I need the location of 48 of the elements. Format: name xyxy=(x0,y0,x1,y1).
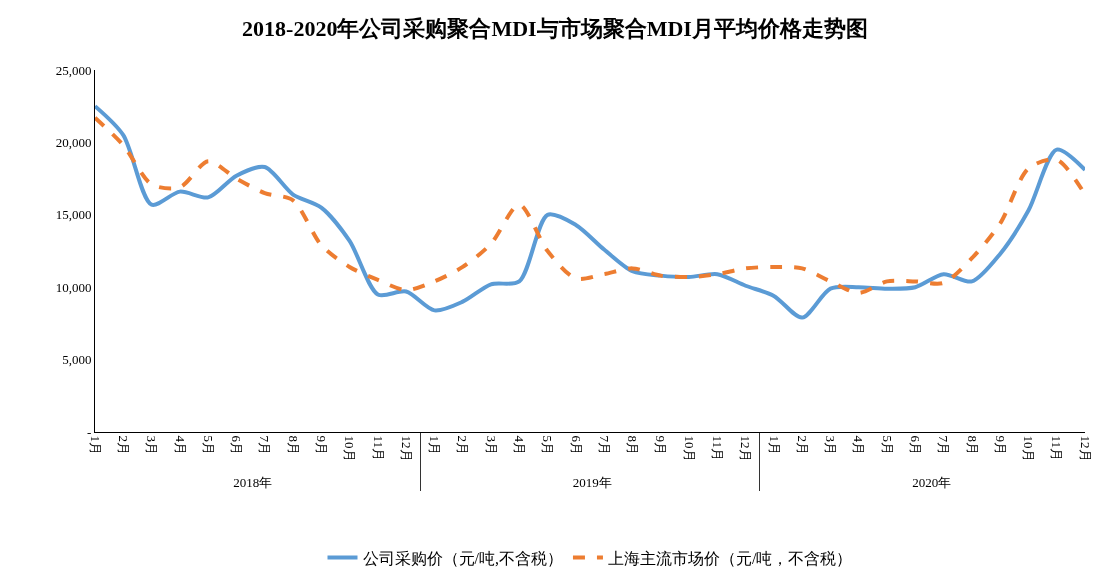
x-tick-label: 11月 xyxy=(370,435,386,462)
x-tick-label: 3月 xyxy=(483,435,499,456)
x-tick-label: 10月 xyxy=(681,435,697,462)
x-tick-label: 5月 xyxy=(879,435,895,456)
x-tick-label: 9月 xyxy=(992,435,1008,456)
x-tick-label: 2月 xyxy=(116,435,132,456)
x-tick-label: 9月 xyxy=(653,435,669,456)
chart-title: 2018-2020年公司采购聚合MDI与市场聚合MDI月平均价格走势图 xyxy=(242,15,868,41)
x-tick-label: 5月 xyxy=(540,435,556,456)
y-tick-label: 15,000 xyxy=(55,207,92,223)
text: 2020年 xyxy=(912,475,952,490)
x-tick-label: 2月 xyxy=(455,435,471,456)
x-tick-label: 12月 xyxy=(1077,435,1093,462)
text: 2018年 xyxy=(233,475,273,490)
x-tick-label: 12月 xyxy=(398,435,414,462)
x-tick-label: 9月 xyxy=(314,435,330,456)
y-tick-label: 25,000 xyxy=(55,62,92,78)
x-tick-label: 7月 xyxy=(936,435,952,456)
x-tick-label: 2月 xyxy=(794,435,810,456)
x-tick-label: 11月 xyxy=(710,435,726,462)
y-tick-label: 5,000 xyxy=(62,352,92,368)
x-tick-label: 4月 xyxy=(172,435,188,456)
line-series xyxy=(95,115,1085,295)
x-tick-label: 11月 xyxy=(1049,435,1065,462)
x-tick-label: 10月 xyxy=(1021,435,1037,462)
y-tick-label: 10,000 xyxy=(55,279,92,295)
x-tick-label: 10月 xyxy=(342,435,358,462)
x-tick-label: 6月 xyxy=(908,435,924,456)
x-tick-label: 12月 xyxy=(738,435,754,462)
legend-label: 上海主流市场价（元/吨，不含税） xyxy=(607,549,853,567)
x-tick-label: 7月 xyxy=(596,435,612,456)
x-tick-label: 1月 xyxy=(766,435,782,456)
line-series xyxy=(95,104,1085,320)
x-tick-label: 6月 xyxy=(229,435,245,456)
x-tick-label: 6月 xyxy=(568,435,584,456)
x-tick-label: 8月 xyxy=(625,435,641,456)
x-tick-label: 7月 xyxy=(257,435,273,456)
x-tick-label: 4月 xyxy=(512,435,528,456)
y-tick-label: 20,000 xyxy=(55,134,92,150)
x-tick-label: 8月 xyxy=(285,435,301,456)
x-tick-label: 4月 xyxy=(851,435,867,456)
x-tick-label: 3月 xyxy=(823,435,839,456)
legend-label: 公司采购价（元/吨,不含税） xyxy=(362,549,563,567)
x-tick-label: 8月 xyxy=(964,435,980,456)
x-tick-label: 3月 xyxy=(144,435,160,456)
x-tick-label: 5月 xyxy=(200,435,216,456)
x-tick-label: 1月 xyxy=(427,435,443,456)
text: 2019年 xyxy=(572,475,612,490)
